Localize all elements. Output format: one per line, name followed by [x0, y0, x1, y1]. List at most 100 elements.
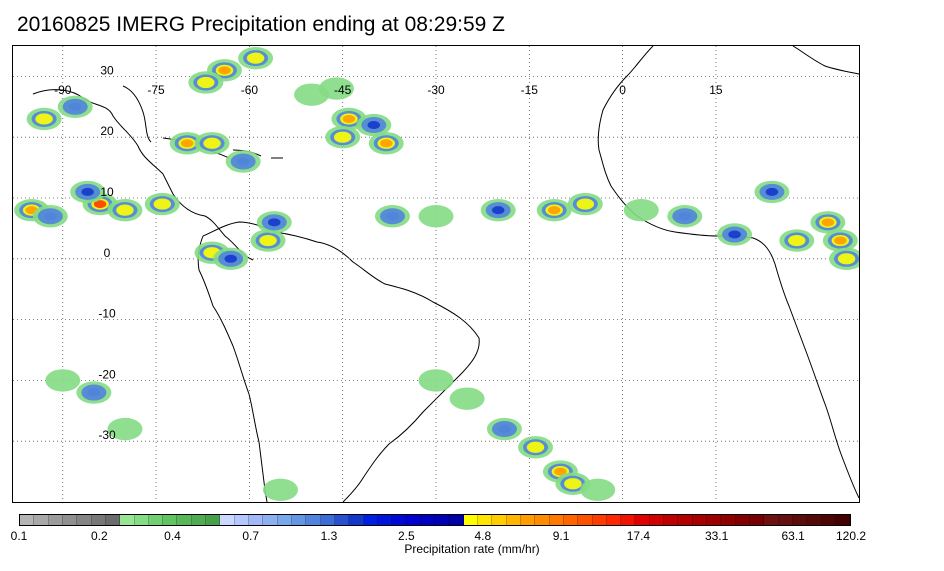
precipitation-cell [491, 206, 505, 215]
colorbar-swatch [406, 515, 421, 525]
colorbar-swatch [392, 515, 407, 525]
precipitation-cell [418, 369, 454, 392]
colorbar-swatch [721, 515, 736, 525]
colorbar-swatch [749, 515, 765, 525]
colorbar-label: 0.7 [242, 529, 260, 543]
colorbar-label: 120.2 [835, 529, 867, 543]
colorbar-swatch [220, 515, 235, 525]
coastline-florida [122, 85, 152, 143]
colorbar-swatch [807, 515, 822, 525]
colorbar-swatch [664, 515, 679, 525]
colorbar-swatch [520, 515, 536, 525]
latitude-label: -10 [98, 307, 116, 321]
colorbar-tick-labels: 0.1 0.2 0.4 0.7 1.3 2.5 4.8 9.1 17.4 33.1 63.1 120.… [11, 529, 866, 543]
precipitation-cell [107, 417, 143, 441]
latitude-label: 20 [100, 124, 114, 138]
longitude-label: -60 [241, 83, 259, 97]
colorbar-swatch [778, 515, 793, 525]
colorbar-swatch [463, 515, 478, 525]
colorbar-swatch [621, 515, 636, 525]
precipitation-cell [449, 387, 485, 410]
precipitation-cell [259, 234, 277, 247]
longitude-label: -90 [54, 83, 72, 97]
precipitation-cell [547, 206, 561, 215]
precipitation-cell [580, 478, 616, 502]
colorbar-swatch [606, 515, 622, 525]
colorbar-swatch [291, 515, 307, 525]
coastline-africa-north [792, 46, 859, 75]
precipitation-cell [203, 137, 221, 149]
latitude-label: -20 [98, 367, 116, 381]
precipitation-map[interactable]: -90 -75 -60 -45 -30 -15 0 15 30 20 10 0 -10 -20 -30 [12, 45, 860, 503]
longitude-label: -45 [334, 83, 352, 97]
colorbar-swatch [177, 515, 192, 525]
graticule [13, 46, 859, 502]
precipitation-cell [342, 114, 356, 123]
colorbar-swatch [206, 515, 221, 525]
map-title: 20160825 IMERG Precipitation ending at 0… [17, 13, 505, 36]
precipitation-cell [236, 157, 250, 166]
colorbar-swatch [234, 515, 249, 525]
precipitation-cell [35, 113, 53, 125]
precipitation-cell [386, 212, 399, 221]
precipitation-cell [93, 200, 107, 209]
precipitation-cell [197, 76, 215, 89]
coordinate-labels: -90 -75 -60 -45 -30 -15 0 15 30 20 10 0 -10 -20 -30 [54, 63, 723, 442]
latitude-label: 30 [100, 63, 114, 77]
longitude-label: -15 [521, 83, 539, 97]
colorbar-swatch [163, 515, 178, 525]
colorbar-title: Precipitation rate (mm/hr) [404, 542, 540, 556]
precipitation-cell [728, 230, 741, 239]
precipitation-cell [834, 236, 847, 245]
colorbar-swatch [148, 515, 164, 525]
colorbar-swatch [506, 515, 521, 525]
precipitation-cell [116, 204, 134, 216]
colorbar-label: 9.1 [552, 529, 570, 543]
precipitation-cell [379, 139, 393, 148]
colorbar-swatch [91, 515, 106, 525]
precipitation-cell [765, 187, 779, 196]
colorbar-swatch [420, 515, 436, 525]
colorbar-swatch [306, 515, 321, 525]
colorbar-swatch [792, 515, 808, 525]
colorbar-swatch [120, 515, 135, 525]
colorbar-swatch [377, 515, 393, 525]
colorbar-label: 0.1 [10, 529, 28, 543]
precipitation-cell [180, 139, 194, 148]
colorbar-label: 0.2 [90, 529, 108, 543]
colorbar-label: 1.3 [320, 529, 338, 543]
colorbar-swatch [492, 515, 507, 525]
colorbar-swatch [435, 515, 450, 525]
precipitation-cell [623, 198, 659, 222]
colorbar-swatch [578, 515, 593, 525]
longitude-label: 0 [619, 83, 626, 97]
colorbar-label: 33.1 [704, 529, 729, 543]
colorbar-swatch [249, 515, 264, 525]
colorbar-swatch [649, 515, 665, 525]
precipitation-colorbar [19, 514, 851, 526]
precipitation-cell [526, 441, 545, 453]
colorbar-swatch [191, 515, 207, 525]
precipitation-cell [246, 52, 265, 64]
coastline-africa [597, 46, 859, 499]
colorbar-swatch [764, 515, 779, 525]
precipitation-cell [44, 212, 57, 221]
precipitation-cell [81, 187, 94, 196]
precipitation-cell [262, 478, 298, 502]
precipitation-cell [678, 212, 692, 221]
precipitation-cell [318, 77, 354, 100]
colorbar-swatch [334, 515, 350, 525]
colorbar-swatch [134, 515, 149, 525]
longitude-label: -75 [147, 83, 165, 97]
precipitation-cell [837, 253, 856, 265]
colorbar-swatch [563, 515, 579, 525]
colorbar-label: 2.5 [397, 529, 415, 543]
colorbar-swatch [349, 515, 364, 525]
latitude-label: 10 [100, 185, 114, 199]
colorbar-swatch [735, 515, 750, 525]
precipitation-cell [576, 198, 595, 210]
precipitation-cell [821, 218, 835, 227]
precipitation-layer [14, 46, 859, 502]
colorbar-label: 17.4 [626, 529, 651, 543]
precipitation-cell [367, 121, 381, 130]
